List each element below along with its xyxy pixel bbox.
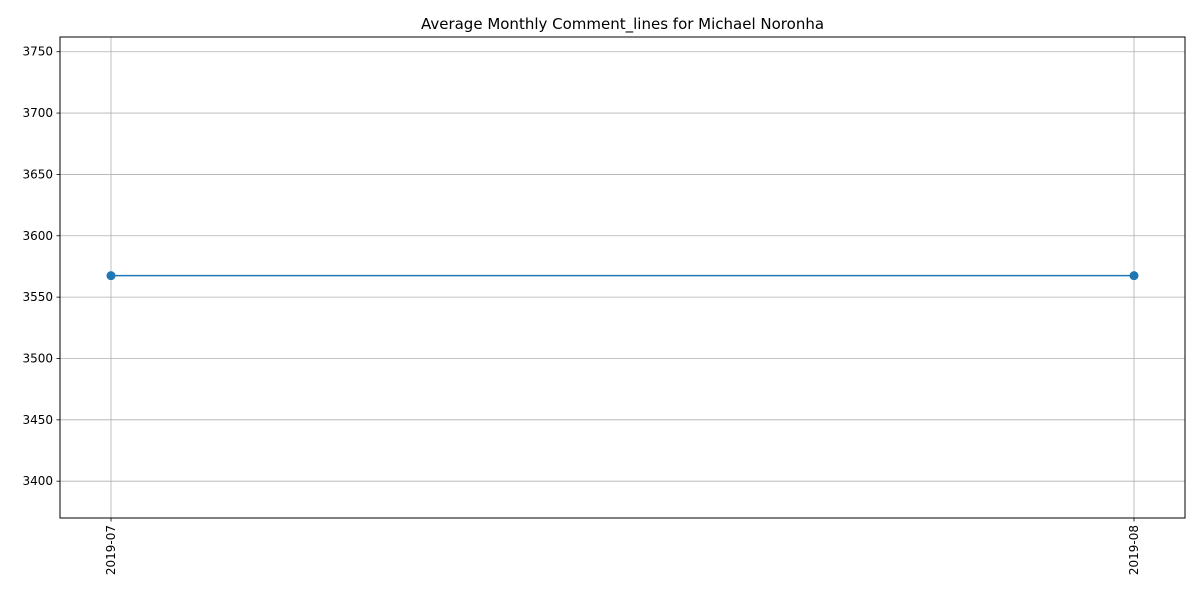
data-point [1129,271,1139,281]
x-tick-label: 2019-08 [1127,525,1141,575]
y-tick-label: 3750 [22,45,53,59]
chart-title: Average Monthly Comment_lines for Michae… [421,15,824,34]
x-axis: 2019-07 2019-08 [104,518,1141,575]
y-tick-label: 3500 [22,351,53,365]
y-tick-label: 3450 [22,413,53,427]
y-tick-label: 3600 [22,229,53,243]
x-tick-label: 2019-07 [104,525,118,575]
y-tick-label: 3700 [22,106,53,120]
plot-frame [59,36,1186,519]
data-point [106,271,116,281]
y-tick-label: 3400 [22,474,53,488]
y-tick-label: 3650 [22,167,53,181]
grid-layer [60,37,1185,518]
y-axis: 3400 3450 3500 3550 3600 3650 3700 3750 [22,45,60,488]
series-layer [106,271,1139,281]
y-tick-label: 3550 [22,290,53,304]
